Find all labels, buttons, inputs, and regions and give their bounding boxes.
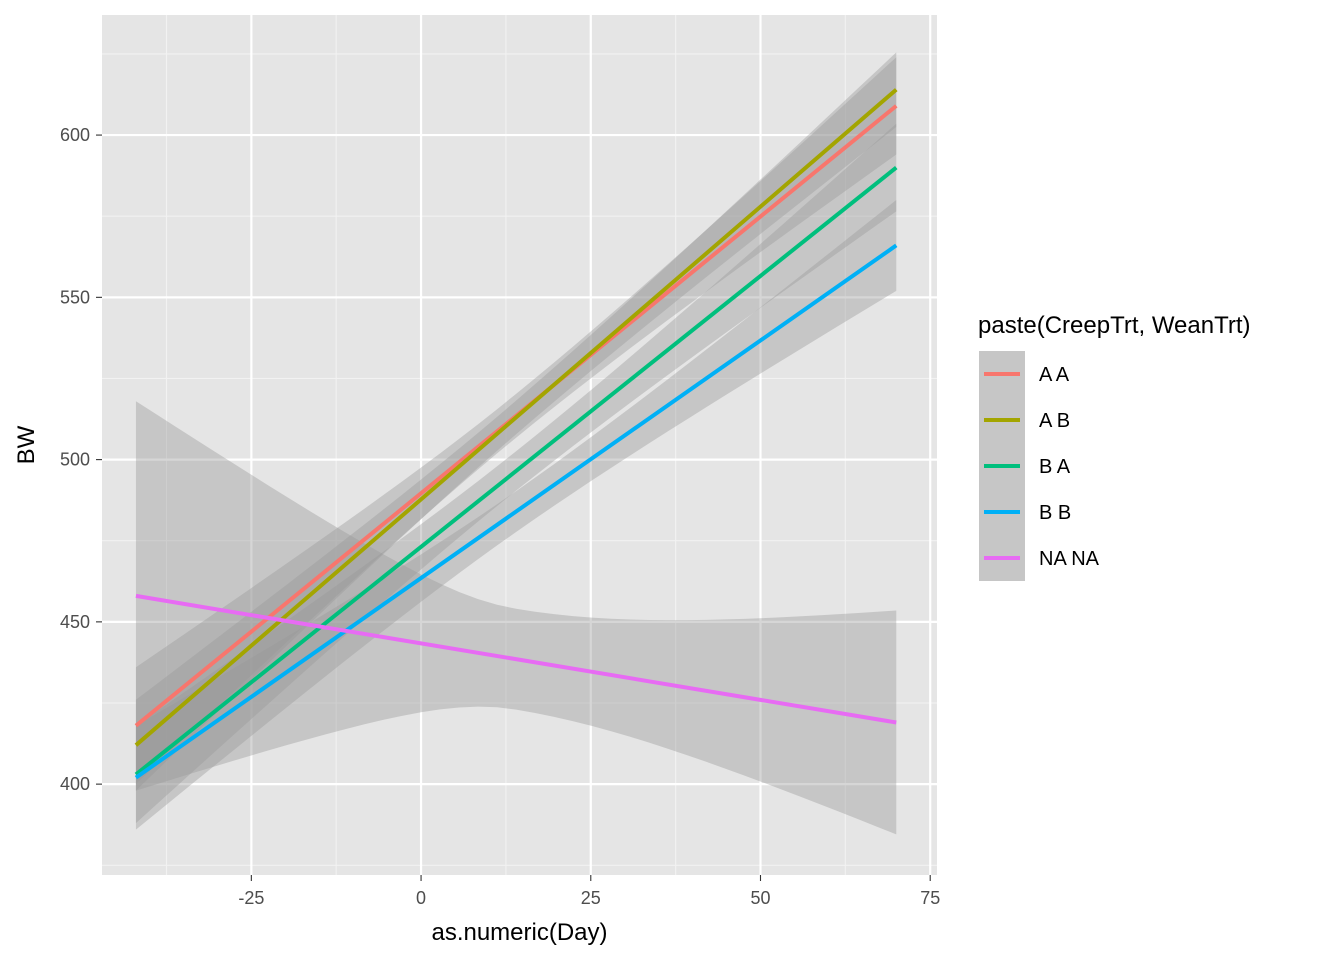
legend-label: A A — [1039, 364, 1070, 386]
series-line-na-na — [135, 593, 897, 725]
legend-label: NA NA — [1039, 548, 1100, 570]
plot-panel — [102, 15, 937, 875]
ci-ribbon-b-b — [135, 199, 897, 830]
y-tick-label: 400 — [60, 774, 90, 794]
ci-ribbon-a-a — [135, 57, 897, 785]
x-axis: -25 0 25 50 75 — [238, 875, 940, 908]
legend: paste(CreepTrt, WeanTrt) A A A B B A B B NA … — [978, 312, 1251, 581]
x-tick-label: -25 — [238, 888, 264, 908]
y-tick-label: 450 — [60, 612, 90, 632]
y-axis: 400 450 500 550 600 — [60, 125, 102, 794]
legend-label: B A — [1039, 456, 1071, 478]
x-tick-label: 75 — [920, 888, 940, 908]
y-tick-label: 600 — [60, 125, 90, 145]
y-tick-label: 550 — [60, 287, 90, 307]
major-gridlines — [102, 15, 937, 875]
x-axis-title: as.numeric(Day) — [431, 919, 607, 946]
series-lines — [134, 88, 898, 780]
y-axis-title: BW — [13, 425, 40, 464]
series-line-a-b — [134, 88, 898, 747]
ci-ribbon-na-na — [135, 401, 897, 835]
series-line-b-b — [134, 243, 898, 780]
minor-gridlines — [102, 15, 937, 875]
series-line-b-a — [134, 165, 898, 776]
x-tick-label: 0 — [416, 888, 426, 908]
legend-label: B B — [1039, 502, 1071, 524]
legend-label: A B — [1039, 410, 1070, 432]
legend-title: paste(CreepTrt, WeanTrt) — [978, 312, 1251, 339]
ci-ribbon-a-b — [135, 52, 897, 791]
x-tick-label: 25 — [581, 888, 601, 908]
x-tick-label: 50 — [750, 888, 770, 908]
y-tick-label: 500 — [60, 450, 90, 470]
